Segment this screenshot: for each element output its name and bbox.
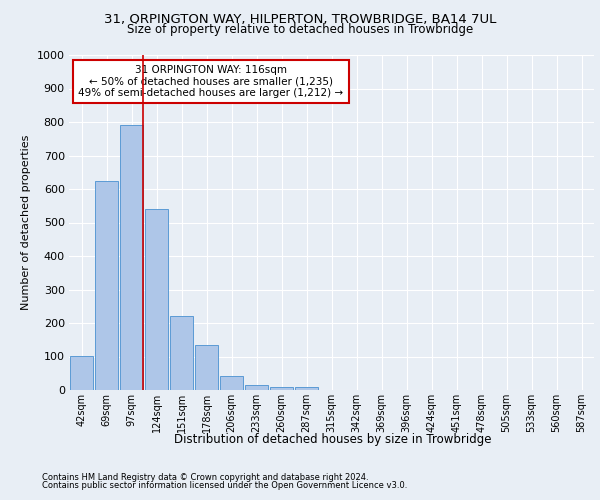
Bar bbox=[245, 385, 268, 390]
Bar bbox=[295, 388, 318, 390]
Bar bbox=[120, 126, 143, 390]
Bar bbox=[70, 356, 93, 390]
Bar bbox=[195, 345, 218, 390]
Text: 31, ORPINGTON WAY, HILPERTON, TROWBRIDGE, BA14 7UL: 31, ORPINGTON WAY, HILPERTON, TROWBRIDGE… bbox=[104, 12, 496, 26]
Y-axis label: Number of detached properties: Number of detached properties bbox=[21, 135, 31, 310]
Bar bbox=[170, 316, 193, 390]
Bar bbox=[220, 376, 243, 390]
Text: Size of property relative to detached houses in Trowbridge: Size of property relative to detached ho… bbox=[127, 22, 473, 36]
Text: 31 ORPINGTON WAY: 116sqm
← 50% of detached houses are smaller (1,235)
49% of sem: 31 ORPINGTON WAY: 116sqm ← 50% of detach… bbox=[78, 65, 343, 98]
Bar bbox=[270, 386, 293, 390]
Text: Contains public sector information licensed under the Open Government Licence v3: Contains public sector information licen… bbox=[42, 481, 407, 490]
Text: Contains HM Land Registry data © Crown copyright and database right 2024.: Contains HM Land Registry data © Crown c… bbox=[42, 472, 368, 482]
Bar bbox=[95, 180, 118, 390]
Text: Distribution of detached houses by size in Trowbridge: Distribution of detached houses by size … bbox=[174, 432, 492, 446]
Bar bbox=[145, 209, 168, 390]
